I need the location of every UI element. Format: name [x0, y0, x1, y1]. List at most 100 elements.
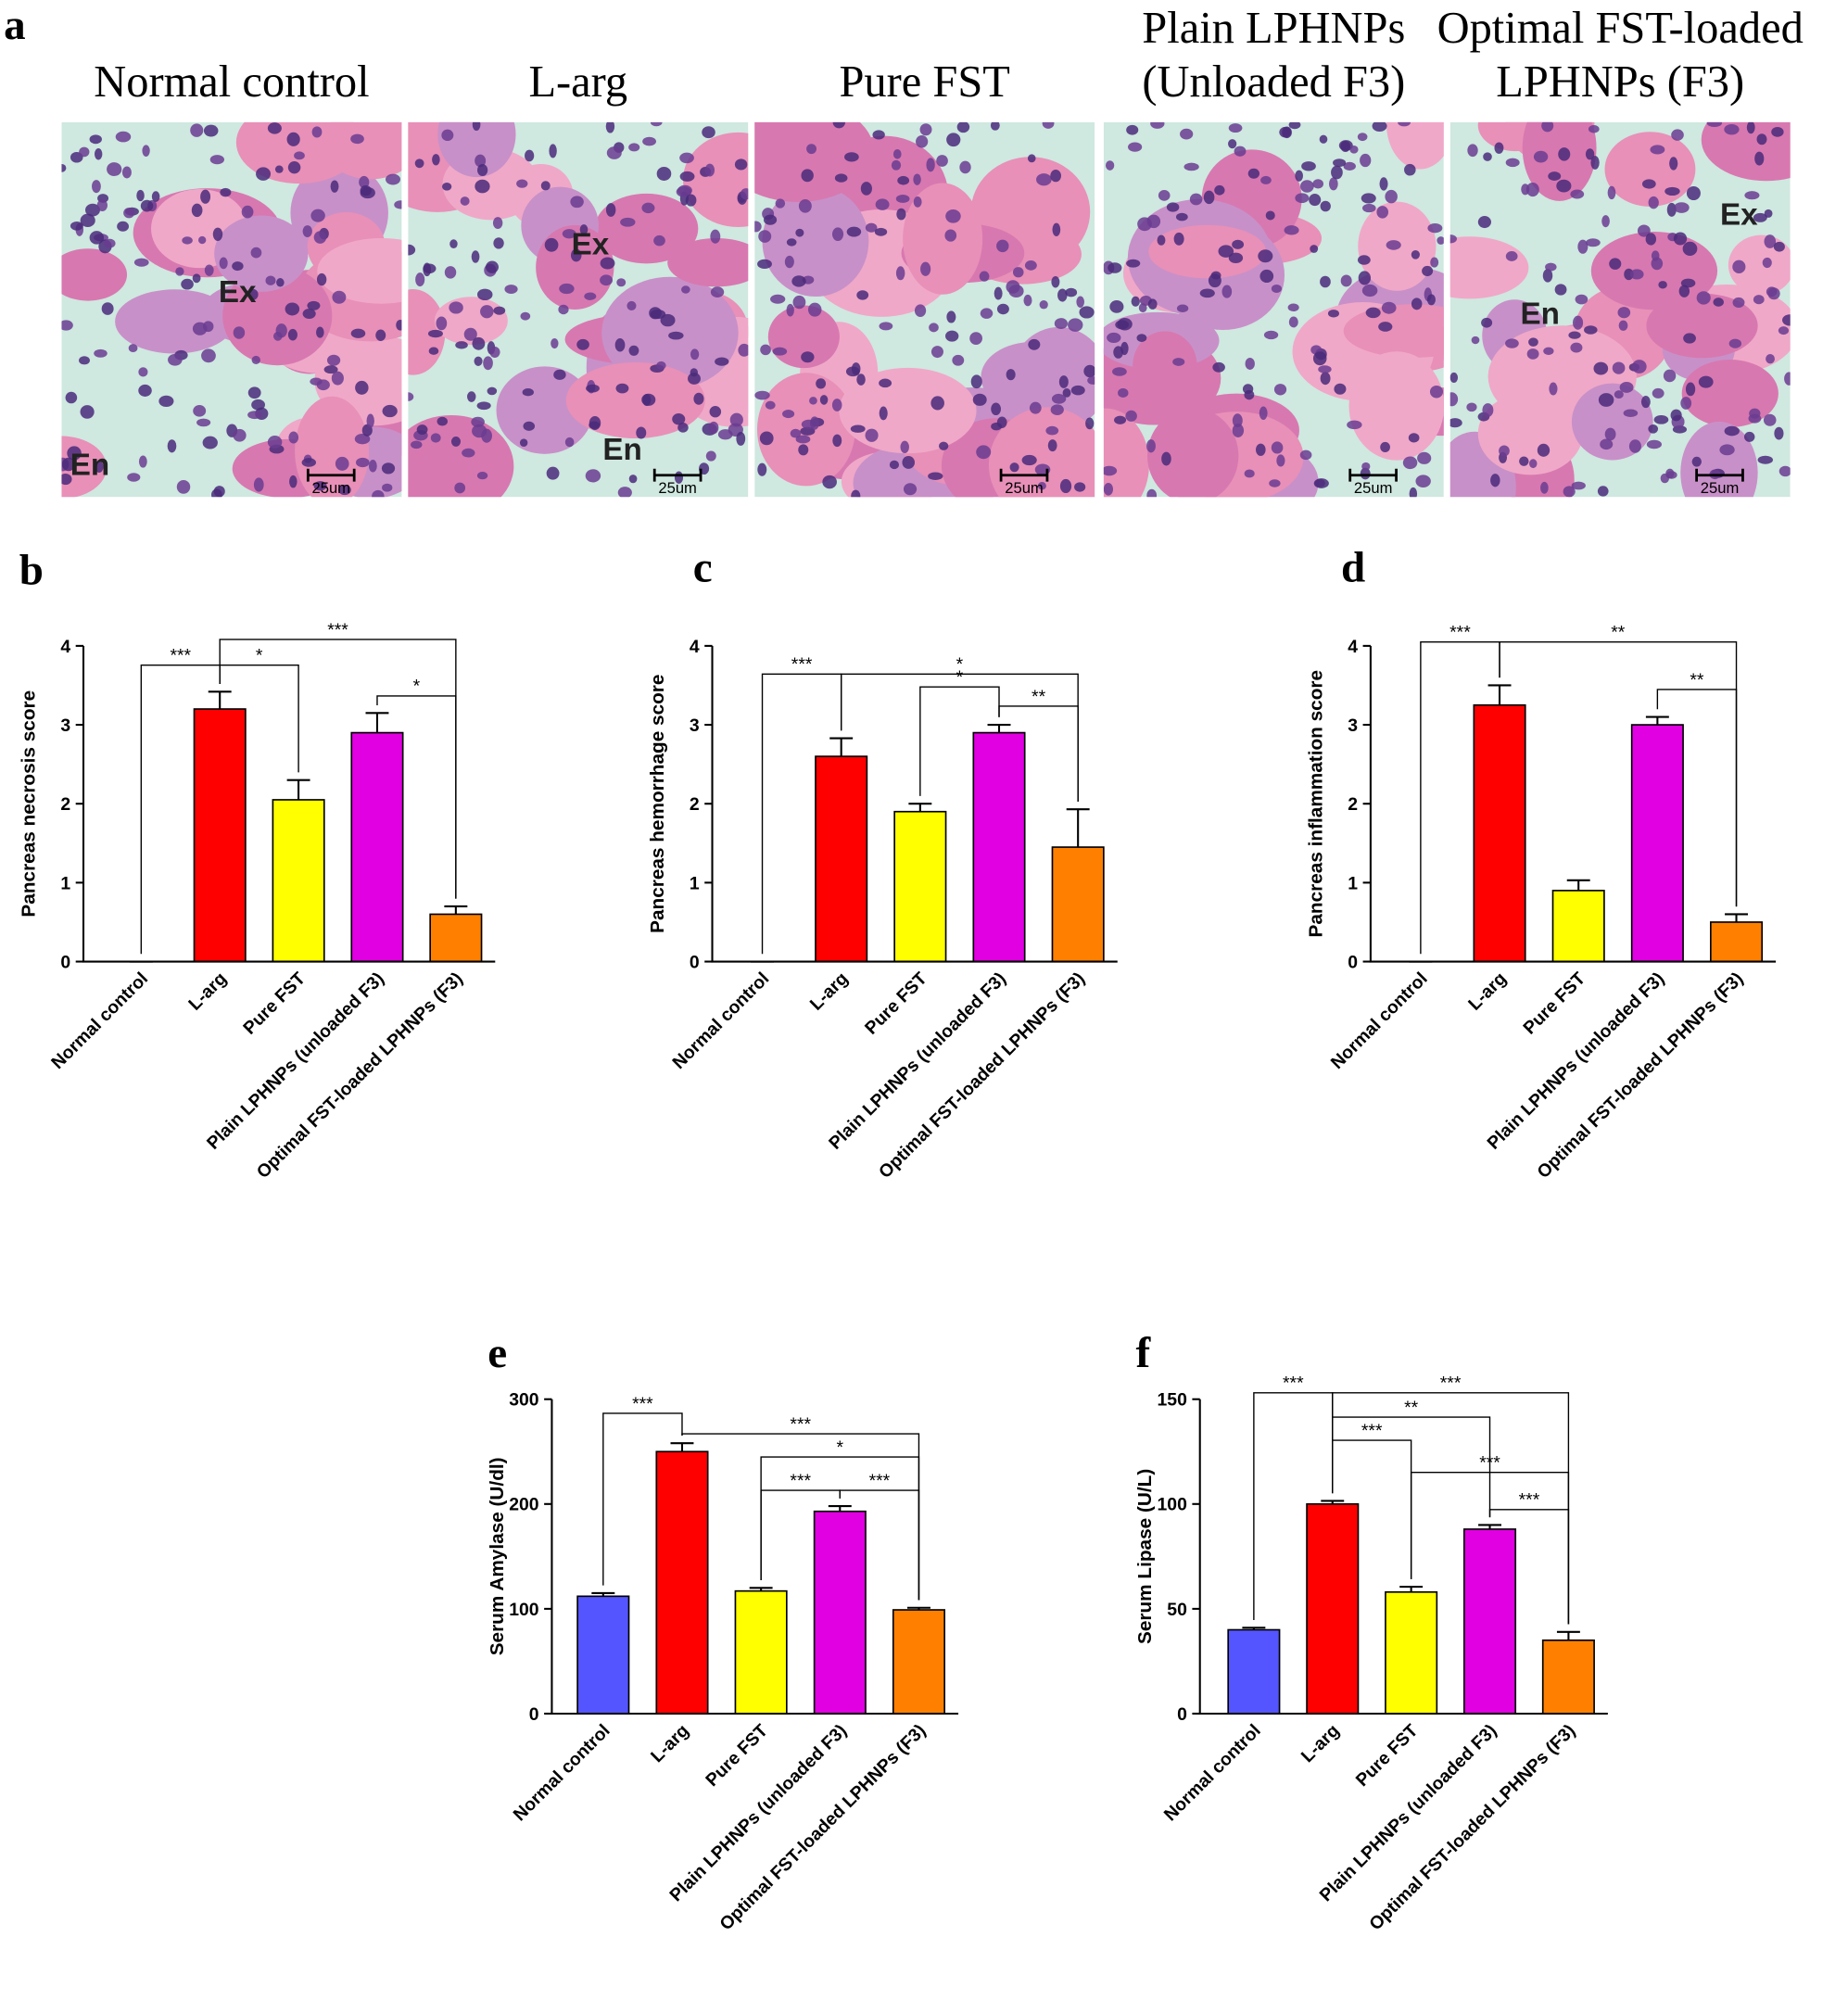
nucleus [892, 148, 902, 159]
nucleus [734, 158, 748, 171]
nucleus [1361, 284, 1378, 298]
nucleus [1378, 322, 1393, 332]
scale-label: 25um [311, 479, 350, 497]
tissue-lobule [1343, 304, 1444, 358]
error-bar [1399, 1586, 1424, 1592]
nucleus [920, 261, 931, 276]
nucleus [809, 416, 819, 430]
nucleus [175, 267, 184, 276]
nucleus [70, 222, 83, 231]
error-bar [1066, 808, 1090, 848]
nucleus [1590, 156, 1600, 170]
nucleus [247, 288, 259, 300]
nucleus [865, 428, 879, 442]
nucleus [442, 182, 452, 191]
nucleus [889, 460, 900, 470]
y-tick-label: 1 [690, 873, 700, 893]
nucleus [1334, 383, 1347, 395]
scale-bar [1348, 468, 1398, 482]
nucleus [474, 356, 483, 366]
nucleus [792, 295, 806, 310]
nucleus [1588, 124, 1600, 133]
error-bar [829, 737, 854, 757]
nucleus [289, 475, 297, 488]
histology-image [1103, 121, 1444, 498]
axes [82, 645, 496, 963]
nucleus [1749, 408, 1761, 419]
tissue-lobule [1681, 360, 1778, 427]
y-axis-label: Pancreas inflammation score [1305, 670, 1326, 938]
nucleus [1505, 251, 1518, 261]
image-label: En [70, 449, 109, 483]
tissue-lobule [1103, 408, 1149, 498]
nucleus [1361, 203, 1376, 213]
nucleus [1746, 121, 1755, 134]
significance-label: *** [1283, 1374, 1304, 1394]
nucleus [1529, 459, 1538, 469]
nucleus [1284, 225, 1299, 235]
nucleus [287, 328, 297, 341]
nucleus [151, 191, 160, 202]
y-tick-label: 2 [60, 794, 70, 815]
nucleus [1051, 275, 1060, 288]
nucleus [860, 182, 872, 196]
nucleus [1398, 121, 1411, 127]
nucleus [798, 444, 809, 456]
nucleus [1009, 462, 1019, 473]
nucleus [1166, 202, 1180, 212]
nucleus [1357, 133, 1368, 142]
nucleus [79, 146, 90, 158]
nucleus [1318, 365, 1332, 373]
y-tick-label: 4 [60, 637, 70, 657]
nucleus [1744, 191, 1760, 200]
nucleus [679, 152, 694, 164]
nucleus [807, 302, 822, 317]
nucleus [1483, 152, 1492, 161]
nucleus [472, 121, 481, 132]
nucleus [1429, 385, 1444, 399]
tissue-lobule [61, 248, 128, 301]
nucleus [274, 165, 284, 173]
bar [734, 1589, 788, 1715]
nucleus [80, 213, 95, 228]
nucleus [1126, 259, 1141, 268]
nucleus [1481, 317, 1493, 328]
tissue-lobule [1701, 121, 1791, 182]
nucleus [382, 483, 393, 492]
error-bar [1645, 715, 1669, 726]
nucleus [1477, 216, 1491, 229]
nucleus [1570, 189, 1585, 199]
nucleus [832, 121, 845, 129]
nucleus [1756, 133, 1767, 146]
nucleus [970, 374, 982, 389]
nucleus [1083, 364, 1095, 378]
nucleus [1114, 415, 1127, 424]
y-tick-label: 3 [1348, 715, 1358, 736]
nucleus [1199, 288, 1215, 298]
nucleus [969, 332, 982, 345]
nucleus [181, 278, 194, 290]
significance-label: *** [790, 1414, 811, 1435]
nucleus [616, 278, 627, 287]
nucleus [359, 175, 370, 189]
nucleus [1728, 338, 1742, 348]
significance-label: *** [1449, 623, 1471, 643]
image-title: Plain LPHNPs [1142, 4, 1405, 53]
nucleus [1361, 193, 1376, 204]
nucleus [1057, 288, 1068, 302]
nucleus [891, 159, 902, 171]
nucleus [382, 404, 398, 418]
nucleus [191, 203, 203, 218]
nucleus [549, 144, 557, 158]
nucleus [1036, 173, 1052, 186]
y-tick-label: 1 [60, 873, 70, 893]
nucleus [589, 421, 601, 429]
nucleus [95, 460, 104, 474]
axes [711, 645, 1118, 963]
nucleus [1609, 258, 1622, 270]
nucleus [946, 133, 961, 147]
nucleus [1597, 486, 1609, 497]
nucleus [1045, 425, 1059, 436]
nucleus [757, 259, 772, 269]
nucleus [979, 271, 990, 282]
